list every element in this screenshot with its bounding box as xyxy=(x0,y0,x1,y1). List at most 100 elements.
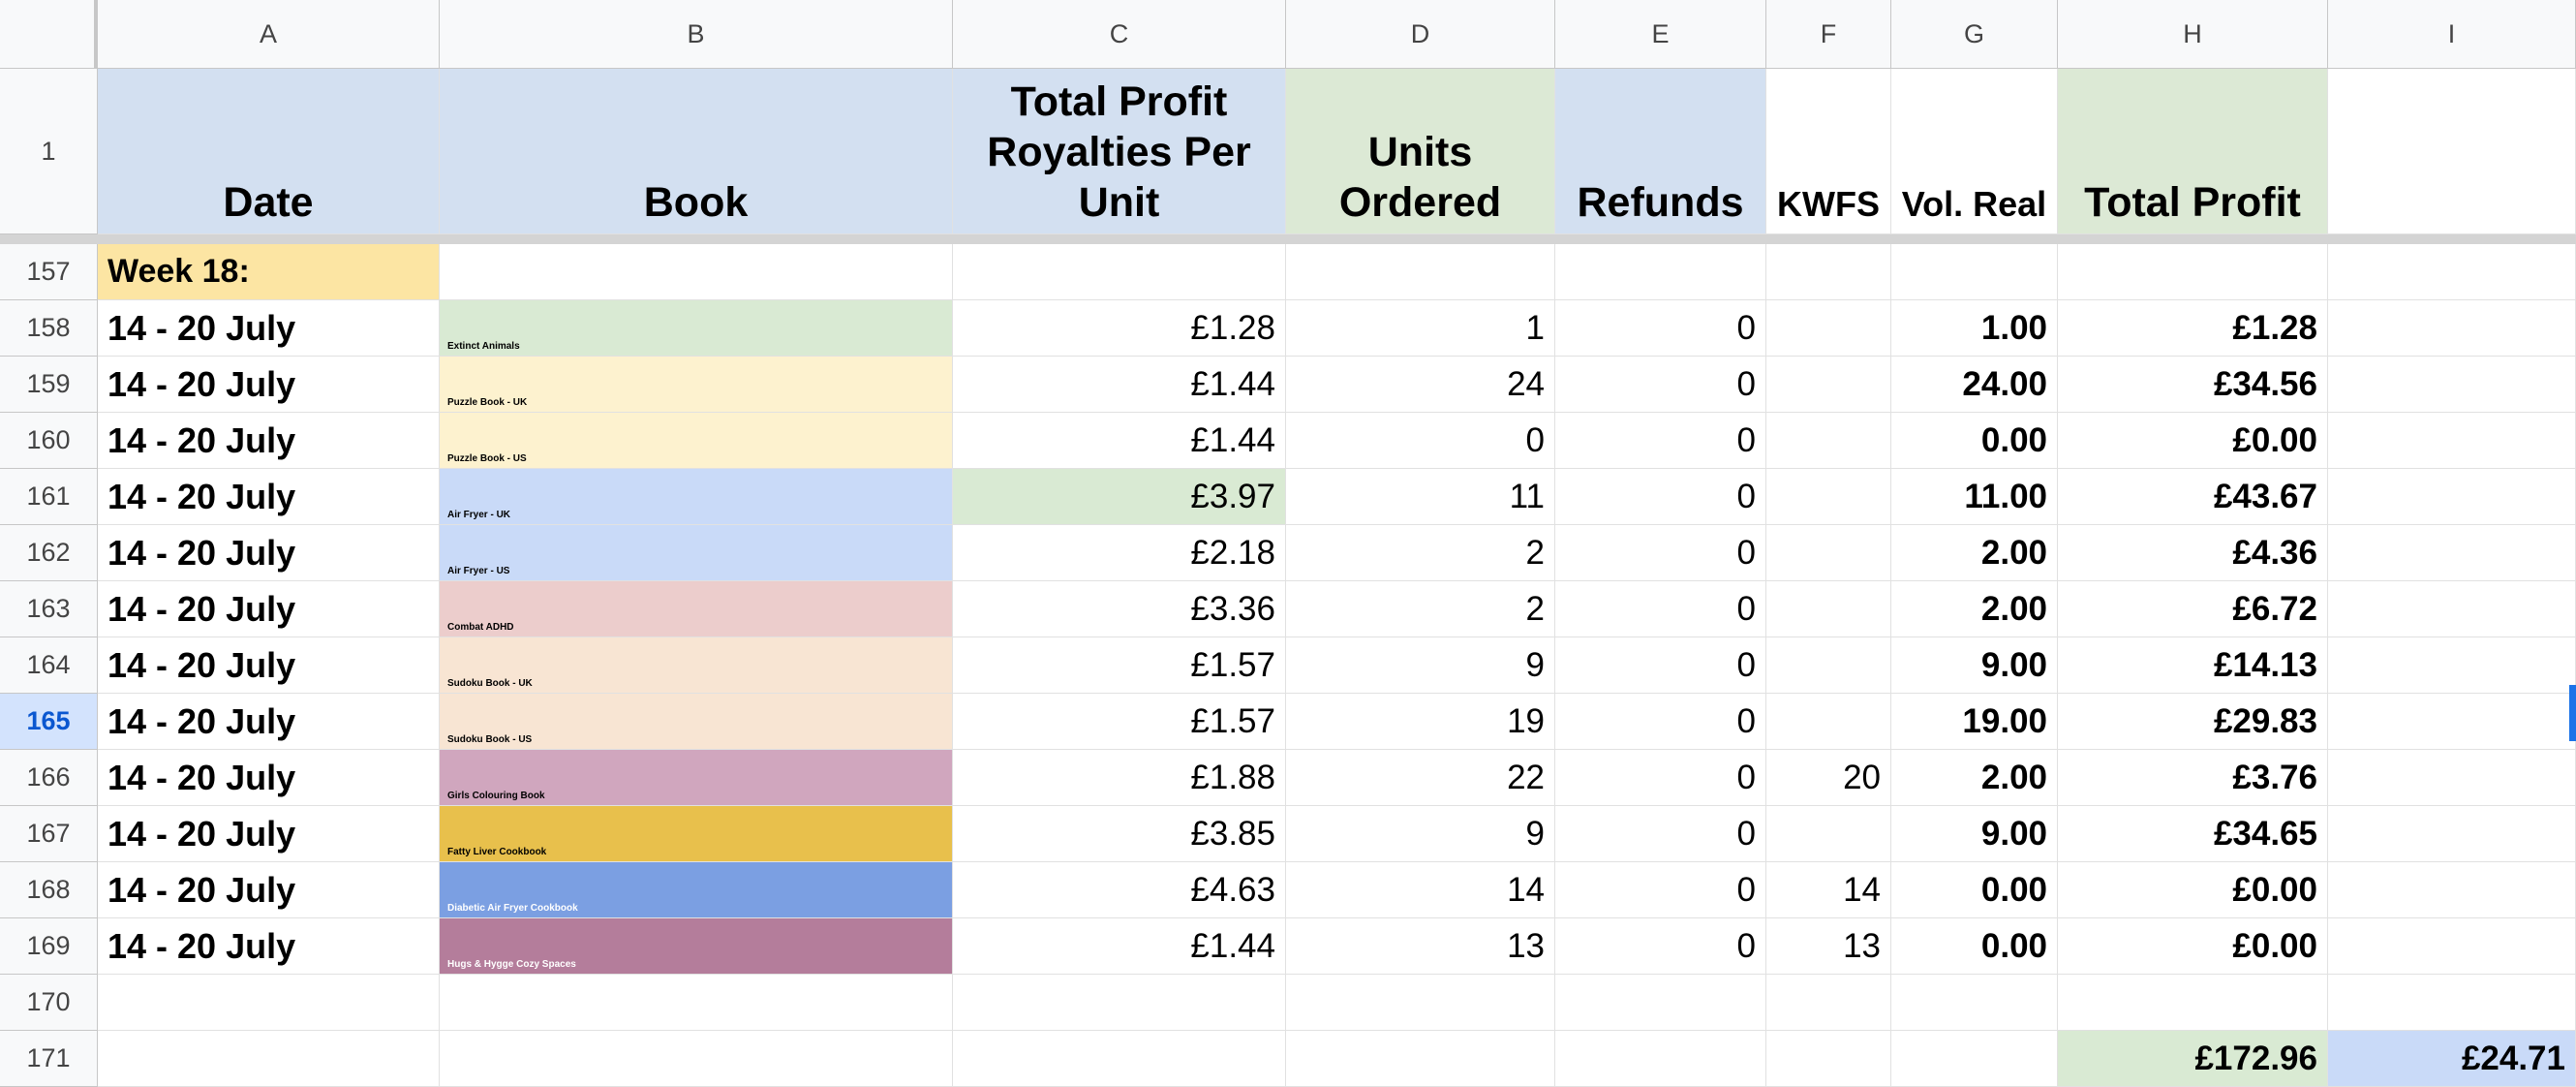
row-header-168[interactable]: 168 xyxy=(0,862,98,918)
table-cell-units[interactable]: 2 xyxy=(1286,525,1555,581)
empty-cell[interactable] xyxy=(1766,1031,1891,1087)
table-cell-kwfs[interactable]: 20 xyxy=(1766,750,1891,806)
row-header-159[interactable]: 159 xyxy=(0,357,98,413)
row-header-166[interactable]: 166 xyxy=(0,750,98,806)
table-cell-refunds[interactable]: 0 xyxy=(1555,525,1766,581)
table-cell-refunds[interactable]: 0 xyxy=(1555,806,1766,862)
table-cell-book[interactable]: Puzzle Book - UK xyxy=(440,357,953,413)
table-cell-vol-real[interactable]: 2.00 xyxy=(1891,581,2058,637)
empty-cell[interactable] xyxy=(1766,244,1891,300)
table-cell-book[interactable]: Sudoku Book - US xyxy=(440,694,953,750)
column-header-a[interactable]: A xyxy=(98,0,440,69)
header-cell-refunds[interactable]: Refunds xyxy=(1555,69,1766,234)
row-header-171[interactable]: 171 xyxy=(0,1031,98,1087)
table-cell-kwfs[interactable] xyxy=(1766,694,1891,750)
column-header-g[interactable]: G xyxy=(1891,0,2058,69)
table-cell-royalty[interactable]: £1.44 xyxy=(953,413,1286,469)
table-cell-total-profit[interactable]: £43.67 xyxy=(2058,469,2328,525)
table-cell-total-profit[interactable]: £0.00 xyxy=(2058,918,2328,975)
table-cell-vol-real[interactable]: 9.00 xyxy=(1891,806,2058,862)
empty-cell[interactable] xyxy=(1891,975,2058,1031)
table-cell-refunds[interactable]: 0 xyxy=(1555,413,1766,469)
table-cell-kwfs[interactable]: 13 xyxy=(1766,918,1891,975)
table-cell-refunds[interactable]: 0 xyxy=(1555,637,1766,694)
table-cell-extra[interactable] xyxy=(2328,469,2576,525)
empty-cell[interactable] xyxy=(953,1031,1286,1087)
table-cell-date[interactable]: 14 - 20 July xyxy=(98,525,440,581)
column-header-f[interactable]: F xyxy=(1766,0,1891,69)
column-header-c[interactable]: C xyxy=(953,0,1286,69)
table-cell-date[interactable]: 14 - 20 July xyxy=(98,413,440,469)
empty-cell[interactable] xyxy=(1286,244,1555,300)
table-cell-vol-real[interactable]: 0.00 xyxy=(1891,862,2058,918)
total-profit-sum-cell[interactable]: £172.96 xyxy=(2058,1031,2328,1087)
table-cell-total-profit[interactable]: £3.76 xyxy=(2058,750,2328,806)
table-cell-vol-real[interactable]: 11.00 xyxy=(1891,469,2058,525)
empty-cell[interactable] xyxy=(1766,975,1891,1031)
table-cell-extra[interactable] xyxy=(2328,918,2576,975)
table-cell-vol-real[interactable]: 0.00 xyxy=(1891,413,2058,469)
empty-cell[interactable] xyxy=(2058,975,2328,1031)
table-cell-vol-real[interactable]: 24.00 xyxy=(1891,357,2058,413)
header-cell-total-profit[interactable]: Total Profit xyxy=(2058,69,2328,234)
table-cell-vol-real[interactable]: 0.00 xyxy=(1891,918,2058,975)
table-cell-extra[interactable] xyxy=(2328,300,2576,357)
header-cell-date[interactable]: Date xyxy=(98,69,440,234)
table-cell-units[interactable]: 24 xyxy=(1286,357,1555,413)
table-cell-royalty[interactable]: £1.44 xyxy=(953,918,1286,975)
table-cell-kwfs[interactable] xyxy=(1766,806,1891,862)
table-cell-total-profit[interactable]: £34.56 xyxy=(2058,357,2328,413)
table-cell-vol-real[interactable]: 2.00 xyxy=(1891,525,2058,581)
table-cell-book[interactable]: Puzzle Book - US xyxy=(440,413,953,469)
table-cell-units[interactable]: 9 xyxy=(1286,806,1555,862)
table-cell-date[interactable]: 14 - 20 July xyxy=(98,694,440,750)
table-cell-royalty[interactable]: £3.97 xyxy=(953,469,1286,525)
table-cell-units[interactable]: 9 xyxy=(1286,637,1555,694)
row-header-160[interactable]: 160 xyxy=(0,413,98,469)
table-cell-units[interactable]: 2 xyxy=(1286,581,1555,637)
empty-cell[interactable] xyxy=(98,975,440,1031)
header-cell-book[interactable]: Book xyxy=(440,69,953,234)
table-cell-extra[interactable] xyxy=(2328,694,2576,750)
table-cell-book[interactable]: Combat ADHD xyxy=(440,581,953,637)
header-cell-vol-real[interactable]: Vol. Real xyxy=(1891,69,2058,234)
table-cell-date[interactable]: 14 - 20 July xyxy=(98,581,440,637)
extra-total-cell[interactable]: £24.71 xyxy=(2328,1031,2576,1087)
table-cell-total-profit[interactable]: £6.72 xyxy=(2058,581,2328,637)
table-cell-kwfs[interactable] xyxy=(1766,357,1891,413)
table-cell-kwfs[interactable] xyxy=(1766,413,1891,469)
table-cell-extra[interactable] xyxy=(2328,525,2576,581)
table-cell-vol-real[interactable]: 9.00 xyxy=(1891,637,2058,694)
empty-cell[interactable] xyxy=(2328,244,2576,300)
table-cell-extra[interactable] xyxy=(2328,637,2576,694)
row-header-167[interactable]: 167 xyxy=(0,806,98,862)
table-cell-date[interactable]: 14 - 20 July xyxy=(98,300,440,357)
table-cell-royalty[interactable]: £1.57 xyxy=(953,694,1286,750)
empty-cell[interactable] xyxy=(440,244,953,300)
table-cell-royalty[interactable]: £1.44 xyxy=(953,357,1286,413)
empty-cell[interactable] xyxy=(440,1031,953,1087)
table-cell-units[interactable]: 0 xyxy=(1286,413,1555,469)
table-cell-extra[interactable] xyxy=(2328,413,2576,469)
empty-cell[interactable] xyxy=(1555,1031,1766,1087)
table-cell-book[interactable]: Diabetic Air Fryer Cookbook xyxy=(440,862,953,918)
table-cell-royalty[interactable]: £1.88 xyxy=(953,750,1286,806)
table-cell-kwfs[interactable] xyxy=(1766,469,1891,525)
table-cell-refunds[interactable]: 0 xyxy=(1555,581,1766,637)
table-cell-extra[interactable] xyxy=(2328,750,2576,806)
table-cell-units[interactable]: 19 xyxy=(1286,694,1555,750)
empty-cell[interactable] xyxy=(1891,244,2058,300)
table-cell-refunds[interactable]: 0 xyxy=(1555,862,1766,918)
table-cell-date[interactable]: 14 - 20 July xyxy=(98,918,440,975)
row-header-157[interactable]: 157 xyxy=(0,244,98,300)
week-label-cell[interactable]: Week 18: xyxy=(98,244,440,300)
table-cell-vol-real[interactable]: 19.00 xyxy=(1891,694,2058,750)
table-cell-royalty[interactable]: £1.28 xyxy=(953,300,1286,357)
empty-cell[interactable] xyxy=(1891,1031,2058,1087)
row-header-163[interactable]: 163 xyxy=(0,581,98,637)
table-cell-royalty[interactable]: £3.36 xyxy=(953,581,1286,637)
table-cell-total-profit[interactable]: £1.28 xyxy=(2058,300,2328,357)
empty-cell[interactable] xyxy=(1555,975,1766,1031)
table-cell-vol-real[interactable]: 2.00 xyxy=(1891,750,2058,806)
